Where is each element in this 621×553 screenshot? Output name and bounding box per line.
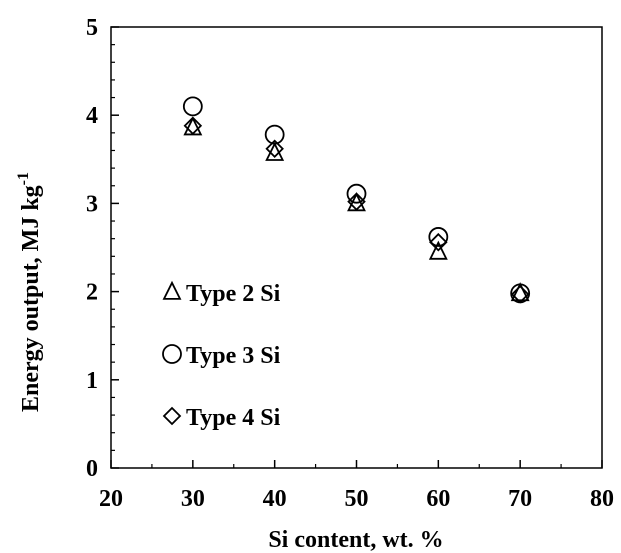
diamond-data-point <box>183 116 203 136</box>
triangle-data-point <box>183 116 203 136</box>
y-tick-label: 4 <box>86 103 98 129</box>
circle-data-point <box>428 227 449 247</box>
legend: Type 2 Si Type 3 Si Type 4 Si <box>162 280 281 431</box>
plot-frame <box>110 26 603 469</box>
x-tick-label: 30 <box>181 486 205 512</box>
tick-labels: 20 30 40 50 60 70 80 0 1 2 3 4 5 <box>86 15 614 512</box>
x-axis-title: Si content, wt. % <box>268 527 443 553</box>
x-tick-label: 40 <box>263 486 287 512</box>
x-tick-label: 50 <box>345 486 369 512</box>
x-tick-label: 80 <box>590 486 614 512</box>
x-tick-label: 20 <box>99 486 123 512</box>
y-tick-label: 2 <box>86 280 98 306</box>
triangle-data-point <box>510 282 530 302</box>
circle-data-point <box>182 96 203 117</box>
legend-circle-marker <box>162 344 182 364</box>
y-axis-title: Energy output, MJ kg-1 <box>15 172 44 412</box>
triangle-data-point <box>428 240 448 260</box>
y-axis-title-main: Energy output, MJ kg <box>18 185 44 412</box>
legend-label: Type 2 Si <box>186 281 281 307</box>
diamond-data-point <box>347 192 366 211</box>
y-tick-label: 3 <box>86 191 98 217</box>
diamond-data-point <box>510 284 530 304</box>
axes <box>110 26 603 469</box>
legend-diamond-marker <box>162 406 182 426</box>
y-axis-title-superscript: -1 <box>15 172 32 185</box>
diamond-data-point <box>265 139 284 158</box>
legend-triangle-marker <box>162 280 182 300</box>
x-tick-label: 70 <box>508 486 532 512</box>
diamond-data-point <box>429 232 448 252</box>
y-tick-label: 1 <box>86 368 98 394</box>
circle-data-point <box>346 183 367 204</box>
legend-label: Type 4 Si <box>186 405 281 431</box>
data-points <box>182 96 531 304</box>
legend-label: Type 3 Si <box>186 343 281 369</box>
circle-data-point <box>264 124 285 145</box>
y-tick-label: 5 <box>86 15 98 41</box>
y-tick-label: 0 <box>86 456 98 482</box>
x-tick-label: 60 <box>426 486 450 512</box>
